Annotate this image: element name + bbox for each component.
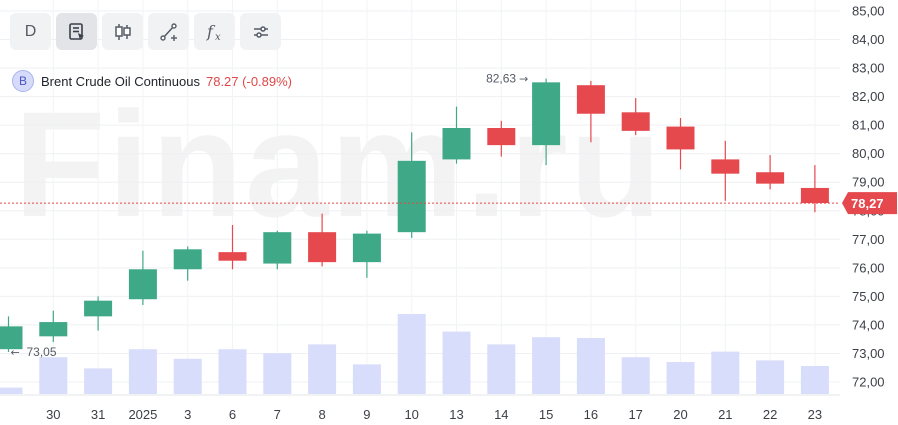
candle-body: [800, 187, 829, 204]
high-marker-arrow: →: [519, 73, 528, 86]
template-button[interactable]: [56, 13, 97, 50]
y-tick-label: 80,00: [852, 146, 885, 161]
last-price-tag: [842, 192, 897, 215]
x-tick-label: 8: [318, 407, 325, 422]
candle-body: [576, 85, 605, 114]
last-price-value: 78.27: [205, 73, 239, 89]
x-tick-label: 2025: [128, 407, 157, 422]
x-tick-label: 23: [808, 407, 822, 422]
x-tick-label: 14: [494, 407, 508, 422]
volume-bar: [442, 331, 471, 394]
y-tick-label: 85,00: [852, 4, 885, 19]
candle-body: [84, 300, 113, 317]
candle-body: [442, 128, 471, 160]
candle-body: [173, 249, 202, 270]
x-tick-label: 7: [274, 407, 281, 422]
volume-bar: [756, 360, 785, 394]
y-tick-label: 77,00: [852, 232, 885, 247]
y-tick-label: 79,00: [852, 175, 885, 190]
x-tick-label: 15: [539, 407, 553, 422]
x-tick-label: 6: [229, 407, 236, 422]
drawing-icon: [159, 22, 177, 41]
y-tick-label: 75,00: [852, 289, 885, 304]
y-tick-label: 82,00: [852, 89, 885, 104]
interval-button[interactable]: D: [10, 13, 51, 50]
symbol-badge[interactable]: B: [12, 70, 34, 92]
volume-bar: [487, 344, 516, 394]
candle-body: [397, 160, 426, 233]
last-price-label: 78,27: [851, 196, 884, 211]
volume-bar: [128, 349, 157, 394]
svg-text:x: x: [215, 32, 221, 43]
candle-body: [621, 112, 650, 131]
price-change: (-0.89%): [242, 73, 293, 89]
candle-body: [666, 126, 695, 150]
volume-bar: [84, 368, 113, 394]
function-icon: f x: [206, 22, 221, 43]
volume-bar: [218, 349, 247, 394]
candles-icon: [114, 23, 131, 40]
low-marker-arrow: ←: [11, 346, 20, 359]
x-tick-label: 10: [404, 407, 418, 422]
volume-bar: [576, 338, 605, 394]
candle-body: [263, 232, 292, 264]
x-tick-label: 13: [449, 407, 463, 422]
volume-bar: [39, 357, 68, 394]
x-tick-label: 17: [628, 407, 642, 422]
svg-text:f: f: [206, 22, 216, 41]
y-tick-label: 72,00: [852, 375, 885, 390]
x-tick-label: 9: [363, 407, 370, 422]
drawing-button[interactable]: [148, 13, 189, 50]
candle-body: [0, 326, 23, 350]
x-tick-label: 21: [718, 407, 732, 422]
indicators-button[interactable]: f x: [194, 13, 235, 50]
y-tick-label: 76,00: [852, 260, 885, 275]
candle-body: [487, 128, 516, 146]
volume-bar: [621, 357, 650, 394]
series-legend: B Brent Crude Oil Continuous 78.27 (-0.8…: [12, 70, 292, 92]
volume-bar: [308, 344, 337, 394]
y-tick-label: 84,00: [852, 32, 885, 47]
volume-bar: [263, 353, 292, 394]
template-icon: [68, 22, 84, 40]
x-tick-label: 31: [91, 407, 105, 422]
volume-bar: [532, 337, 561, 394]
symbol-name[interactable]: Brent Crude Oil Continuous: [41, 73, 200, 89]
x-tick-label: 30: [46, 407, 60, 422]
volume-bar: [800, 366, 829, 394]
volume-bar: [711, 351, 740, 394]
y-tick-label: 73,00: [852, 346, 885, 361]
y-tick-label: 74,00: [852, 317, 885, 332]
x-tick-label: 22: [763, 407, 777, 422]
x-tick-label: 16: [584, 407, 598, 422]
candle-body: [352, 233, 381, 263]
y-tick-label: 81,00: [852, 118, 885, 133]
volume-bar: [352, 364, 381, 394]
candle-body: [128, 269, 157, 300]
volume-bar: [0, 387, 23, 394]
chart-toolbar: D f x: [10, 13, 281, 50]
chart-type-button[interactable]: [102, 13, 143, 50]
settings-sliders-icon: [253, 25, 268, 38]
volume-bar: [173, 358, 202, 394]
candle-body: [308, 232, 337, 263]
x-tick-label: 3: [184, 407, 191, 422]
low-marker-label: 73,05: [27, 345, 57, 359]
x-tick-label: 20: [673, 407, 687, 422]
volume-bar: [666, 362, 695, 394]
candle-body: [218, 252, 247, 261]
candle-body: [711, 159, 740, 174]
y-tick-label: 83,00: [852, 61, 885, 76]
candle-body: [39, 322, 68, 337]
candle-body: [756, 172, 785, 184]
candle-body: [532, 82, 561, 146]
high-marker-label: 82,63: [486, 72, 516, 86]
settings-button[interactable]: [240, 13, 281, 50]
volume-bar: [397, 314, 426, 394]
